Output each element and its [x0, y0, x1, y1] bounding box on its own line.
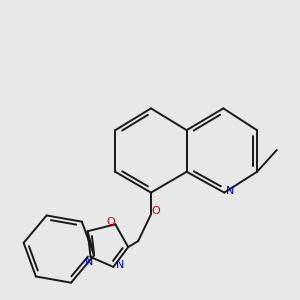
Text: N: N [226, 186, 234, 196]
Text: N: N [116, 260, 124, 270]
Text: O: O [152, 206, 160, 216]
Text: N: N [84, 257, 93, 267]
Text: O: O [106, 217, 115, 227]
